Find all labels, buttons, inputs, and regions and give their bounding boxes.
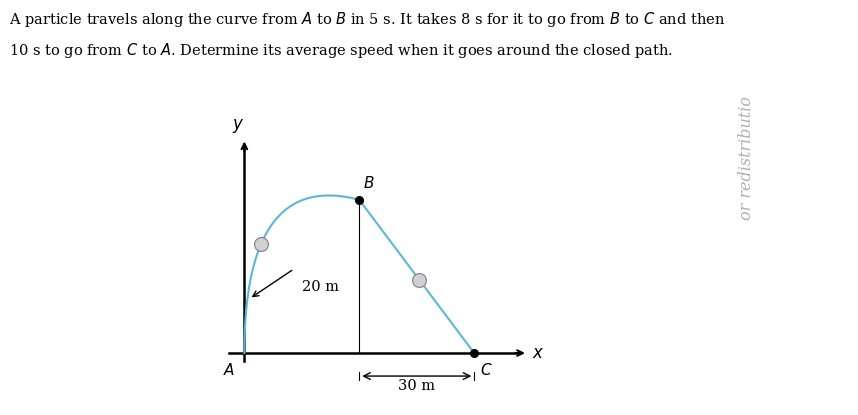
Text: $A$: $A$ [223, 362, 235, 378]
Text: $y$: $y$ [232, 117, 245, 135]
Text: $C$: $C$ [480, 362, 493, 378]
Text: A particle travels along the curve from $A$ to $B$ in 5 s. It takes 8 s for it t: A particle travels along the curve from … [9, 10, 725, 29]
Text: $x$: $x$ [532, 344, 544, 361]
Text: 20 m: 20 m [302, 280, 339, 294]
Text: $B$: $B$ [363, 175, 375, 190]
Text: or redistributio: or redistributio [738, 96, 755, 220]
Text: 10 s to go from $C$ to $A$. Determine its average speed when it goes around the : 10 s to go from $C$ to $A$. Determine it… [9, 42, 673, 61]
Text: 30 m: 30 m [398, 379, 435, 393]
